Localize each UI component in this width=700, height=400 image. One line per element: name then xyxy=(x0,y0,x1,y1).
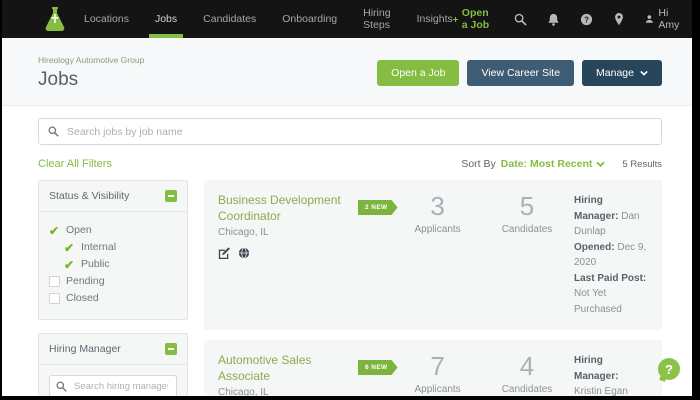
filter-checkbox-pending[interactable]: Pending xyxy=(49,273,177,290)
sort-by-label: Sort By xyxy=(461,158,496,170)
open-a-job-link[interactable]: Open a Job xyxy=(452,7,494,31)
nav-item-onboarding[interactable]: Onboarding xyxy=(282,13,338,25)
clear-all-filters-link[interactable]: Clear All Filters xyxy=(38,158,112,170)
panel-title: Status & Visibility xyxy=(49,190,130,202)
plus-icon xyxy=(452,16,458,22)
panel-title: Hiring Manager xyxy=(49,343,121,355)
manage-button[interactable]: Manage xyxy=(582,59,662,86)
candidates-label: Candidates xyxy=(501,384,553,395)
filter-checkbox-open[interactable]: Open xyxy=(49,222,177,239)
careers-globe-icon[interactable] xyxy=(238,247,250,259)
collapse-panel-icon[interactable] xyxy=(165,190,177,202)
view-career-site-button[interactable]: View Career Site xyxy=(467,59,575,86)
job-row: Business Development Coordinator Chicago… xyxy=(204,180,662,330)
candidates-label: Candidates xyxy=(501,224,553,235)
main-content: Clear All Filters Sort By Date: Most Rec… xyxy=(2,106,692,396)
user-icon xyxy=(645,15,653,23)
checkmark-icon xyxy=(64,259,75,271)
checkbox-icon xyxy=(49,276,60,287)
edit-job-icon[interactable] xyxy=(218,247,230,260)
location-pin-icon[interactable] xyxy=(613,13,625,26)
open-a-job-button[interactable]: Open a Job xyxy=(377,59,460,86)
filter-checkbox-internal[interactable]: Internal xyxy=(64,239,177,256)
results-count: 5 Results xyxy=(622,158,662,170)
breadcrumb[interactable]: Hireology Automotive Group xyxy=(38,54,145,65)
job-details: Hiring Manager: Dan Dunlap Opened: Dec 9… xyxy=(574,195,647,315)
page-title: Jobs xyxy=(38,68,79,90)
hiring-manager-panel: Hiring Manager Amy Larsen xyxy=(38,333,188,396)
applicants-count: 7 xyxy=(430,351,445,381)
nav-item-candidates[interactable]: Candidates xyxy=(203,13,257,25)
nav-item-insights[interactable]: Insights xyxy=(416,13,453,25)
sort-dropdown[interactable]: Date: Most Recent xyxy=(501,158,606,170)
nav-item-locations[interactable]: Locations xyxy=(84,13,129,25)
chevron-down-icon xyxy=(596,161,606,167)
svg-text:?: ? xyxy=(584,15,589,24)
search-icon xyxy=(48,126,59,137)
page-header: Hireology Automotive Group Jobs Open a J… xyxy=(2,38,692,106)
top-nav-bar: Locations Jobs Candidates Onboarding Hir… xyxy=(2,0,692,38)
checkmark-icon xyxy=(64,242,75,254)
candidates-count: 4 xyxy=(519,351,535,381)
filters-bar: Clear All Filters Sort By Date: Most Rec… xyxy=(38,158,662,170)
job-search-bar xyxy=(38,118,662,145)
candidates-count: 5 xyxy=(519,191,535,221)
app-window: Locations Jobs Candidates Onboarding Hir… xyxy=(2,0,692,396)
hiring-manager-search-input[interactable] xyxy=(72,380,170,393)
notifications-bell-icon[interactable] xyxy=(547,13,560,26)
collapse-panel-icon[interactable] xyxy=(165,343,177,355)
hireology-logo-icon[interactable] xyxy=(44,6,66,32)
help-question-icon[interactable]: ? xyxy=(580,13,593,26)
job-title-link[interactable]: Business Development Coordinator xyxy=(218,193,341,223)
job-title-link[interactable]: Automotive Sales Associate xyxy=(218,353,312,383)
hiring-manager-search-bar xyxy=(49,375,177,396)
new-applicants-badge: 2 NEW xyxy=(358,200,398,215)
job-list: Business Development Coordinator Chicago… xyxy=(204,180,662,396)
user-menu[interactable]: Hi Amy xyxy=(645,7,683,31)
checkmark-icon xyxy=(49,225,60,237)
checkbox-icon xyxy=(49,293,60,304)
applicants-label: Applicants xyxy=(414,224,461,235)
topbar-right-cluster: Open a Job ? Hi Amy xyxy=(452,7,683,31)
applicants-count: 3 xyxy=(430,191,445,221)
filter-sidebar: Status & Visibility Open Internal xyxy=(38,180,188,396)
filter-checkbox-public[interactable]: Public xyxy=(64,256,177,273)
user-greeting: Hi Amy xyxy=(658,7,680,31)
help-chat-button[interactable]: ? xyxy=(658,358,680,380)
status-visibility-panel: Status & Visibility Open Internal xyxy=(38,180,188,320)
search-icon[interactable] xyxy=(514,13,527,26)
nav-item-jobs[interactable]: Jobs xyxy=(148,0,184,38)
main-nav: Locations Jobs Candidates Onboarding Hir… xyxy=(84,0,453,38)
job-search-input[interactable] xyxy=(65,124,652,139)
chevron-down-icon xyxy=(640,70,648,76)
job-location: Chicago, IL xyxy=(218,227,269,239)
filter-checkbox-closed[interactable]: Closed xyxy=(49,290,177,307)
job-location: Chicago, IL xyxy=(218,387,269,396)
new-applicants-badge: 6 NEW xyxy=(358,360,398,375)
job-details: Hiring Manager: Kristin Egan Opened: Dec… xyxy=(574,355,628,396)
applicants-label: Applicants xyxy=(414,384,461,395)
nav-item-hiring-steps[interactable]: Hiring Steps xyxy=(363,7,391,31)
search-icon xyxy=(56,381,67,392)
job-row: Automotive Sales Associate Chicago, IL 6… xyxy=(204,340,662,396)
